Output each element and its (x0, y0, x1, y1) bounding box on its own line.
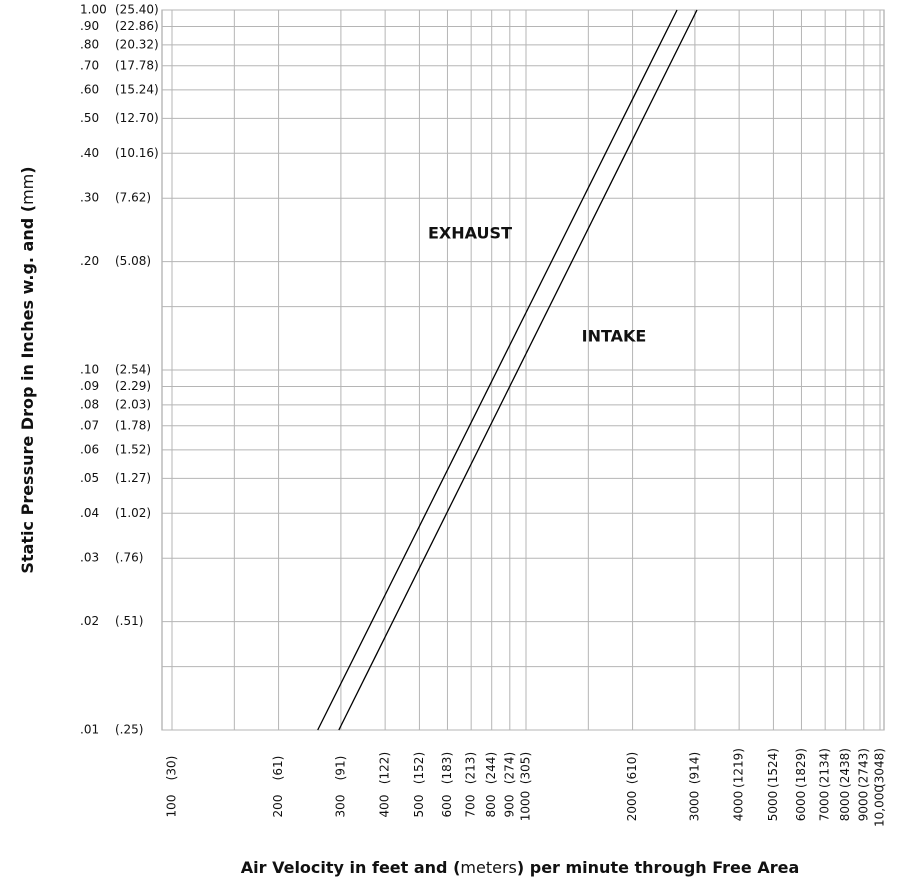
x-axis-title-part: ) per minute through Free Area (517, 858, 799, 877)
x-tick-label: 7000 (818, 791, 832, 822)
y-tick-mm-label: (1.27) (115, 471, 151, 485)
x-tick-meters-label: (2438) (838, 748, 852, 788)
x-tick-label: 100 (165, 795, 179, 818)
x-tick-meters-label: (2134) (818, 748, 832, 788)
x-tick-meters-label: (305) (519, 752, 533, 784)
x-tick-label: 10,000 (873, 785, 887, 827)
y-axis-title-part: Static Pressure Drop in Inches w.g. and … (18, 205, 37, 574)
y-tick-label: .09 (80, 379, 99, 393)
y-tick-mm-label: (2.54) (115, 363, 151, 377)
y-tick-label: .07 (80, 418, 99, 432)
y-tick-label: .40 (80, 146, 99, 160)
x-tick-label: 3000 (687, 791, 701, 822)
y-tick-mm-label: (2.03) (115, 397, 151, 411)
x-tick-meters-label: (244) (484, 752, 498, 784)
x-tick-meters-label: (1219) (732, 748, 746, 788)
x-tick-meters-label: (3048) (873, 748, 887, 788)
x-tick-label: 2000 (625, 791, 639, 822)
y-axis-title-part: mm (18, 174, 37, 205)
x-tick-meters-label: (91) (333, 756, 347, 781)
x-tick-label: 6000 (794, 791, 808, 822)
y-tick-label: .50 (80, 111, 99, 125)
y-tick-mm-label: (7.62) (115, 191, 151, 205)
x-tick-label: 400 (378, 795, 392, 818)
y-tick-label: .06 (80, 442, 99, 456)
series-line (317, 9, 678, 731)
x-axis-title-part: Air Velocity in feet and ( (241, 858, 461, 877)
x-tick-meters-label: (30) (165, 756, 179, 781)
y-tick-mm-label: (.25) (115, 723, 143, 737)
x-tick-meters-label: (61) (271, 756, 285, 781)
y-tick-label: .20 (80, 254, 99, 268)
y-tick-mm-label: (5.08) (115, 254, 151, 268)
y-tick-label: .08 (80, 397, 99, 411)
y-tick-mm-label: (17.78) (115, 58, 159, 72)
x-tick-meters-label: (213) (464, 752, 478, 784)
x-tick-meters-label: (2743) (856, 748, 870, 788)
series-line (338, 9, 698, 731)
y-tick-label: .70 (80, 58, 99, 72)
x-tick-label: 600 (440, 795, 454, 818)
y-tick-label: .03 (80, 551, 99, 565)
y-tick-label: .02 (80, 614, 99, 628)
y-tick-label: .05 (80, 471, 99, 485)
y-tick-mm-label: (1.78) (115, 418, 151, 432)
y-tick-mm-label: (20.32) (115, 37, 159, 51)
x-tick-label: 200 (271, 795, 285, 818)
y-tick-label: .01 (80, 723, 99, 737)
y-tick-label: .60 (80, 82, 99, 96)
y-tick-label: .90 (80, 19, 99, 33)
x-tick-label: 9000 (856, 791, 870, 822)
y-tick-mm-label: (1.52) (115, 442, 151, 456)
y-tick-mm-label: (1.02) (115, 506, 151, 520)
y-tick-label: .10 (80, 363, 99, 377)
series-label: INTAKE (582, 327, 647, 346)
x-axis-title-part: meters (460, 858, 516, 877)
x-tick-label: 8000 (838, 791, 852, 822)
y-tick-mm-label: (.51) (115, 614, 143, 628)
y-tick-label: .30 (80, 191, 99, 205)
y-tick-label: .80 (80, 37, 99, 51)
y-tick-mm-label: (25.40) (115, 3, 159, 17)
series-label: EXHAUST (428, 224, 512, 243)
x-tick-meters-label: (122) (378, 752, 392, 784)
y-tick-label: 1.00 (80, 3, 107, 17)
y-axis-title: Static Pressure Drop in Inches w.g. and … (18, 166, 37, 573)
x-tick-meters-label: (274) (502, 752, 516, 784)
x-tick-label: 500 (412, 795, 426, 818)
x-tick-label: 900 (502, 795, 516, 818)
x-tick-label: 4000 (732, 791, 746, 822)
x-tick-meters-label: (610) (625, 752, 639, 784)
x-tick-meters-label: (1524) (766, 748, 780, 788)
x-tick-meters-label: (1829) (794, 748, 808, 788)
y-tick-mm-label: (.76) (115, 551, 143, 565)
y-tick-mm-label: (2.29) (115, 379, 151, 393)
x-axis-title: Air Velocity in feet and (meters) per mi… (241, 858, 799, 877)
y-tick-mm-label: (15.24) (115, 82, 159, 96)
x-tick-label: 5000 (766, 791, 780, 822)
y-tick-label: .04 (80, 506, 99, 520)
x-tick-label: 1000 (519, 791, 533, 822)
x-tick-label: 300 (333, 795, 347, 818)
y-tick-mm-label: (10.16) (115, 146, 159, 160)
x-tick-meters-label: (152) (412, 752, 426, 784)
x-tick-meters-label: (914) (687, 752, 701, 784)
x-tick-label: 800 (484, 795, 498, 818)
y-tick-mm-label: (12.70) (115, 111, 159, 125)
x-tick-meters-label: (183) (440, 752, 454, 784)
x-tick-label: 700 (464, 795, 478, 818)
y-tick-mm-label: (22.86) (115, 19, 159, 33)
y-axis-title-part: ) (18, 166, 37, 173)
